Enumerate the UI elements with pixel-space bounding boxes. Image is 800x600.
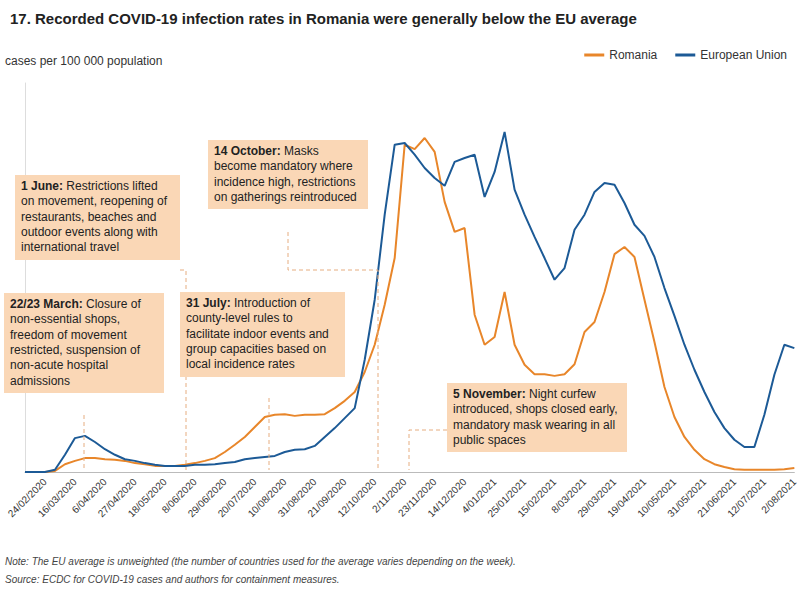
svg-text:8/03/2021: 8/03/2021 — [549, 476, 589, 516]
svg-text:14/12/2020: 14/12/2020 — [425, 476, 468, 519]
svg-text:Source: ECDC for COVID-19 case: Source: ECDC for COVID-19 cases and auth… — [5, 574, 340, 585]
svg-text:6/04/2020: 6/04/2020 — [69, 476, 109, 516]
html-text:5 November: Night curfew intro: 5 November: Night curfew introduced, sho… — [453, 387, 618, 448]
svg-text:European Union: European Union — [700, 48, 787, 62]
html-text:14 October: Masks become manda: 14 October: Masks become mandatory where… — [214, 144, 357, 205]
svg-text:Note: The EU average is unweig: Note: The EU average is unweighted (the … — [5, 556, 516, 567]
svg-text:29/06/2020: 29/06/2020 — [185, 476, 229, 520]
svg-text:8/06/2020: 8/06/2020 — [159, 476, 199, 516]
svg-text:23/11/2020: 23/11/2020 — [395, 476, 439, 519]
svg-text:12/07/2021: 12/07/2021 — [725, 476, 768, 519]
html-text:22/23 March: Closure of non-es: 22/23 March: Closure of non-essential sh… — [10, 297, 141, 388]
svg-text:12/10/2020: 12/10/2020 — [335, 476, 378, 519]
svg-text:2/11/2020: 2/11/2020 — [369, 476, 409, 515]
html-text:1 June: Restrictions lifted on: 1 June: Restrictions lifted on movement,… — [21, 179, 168, 255]
svg-text:4/01/2021: 4/01/2021 — [459, 476, 499, 516]
svg-text:2/08/2021: 2/08/2021 — [759, 476, 799, 516]
svg-text:cases per 100 000 population: cases per 100 000 population — [5, 54, 162, 68]
svg-text:19/04/2021: 19/04/2021 — [605, 476, 649, 520]
svg-text:16/03/2020: 16/03/2020 — [36, 476, 79, 519]
svg-text:21/09/2020: 21/09/2020 — [305, 476, 349, 520]
svg-text:18/05/2020: 18/05/2020 — [126, 476, 169, 519]
svg-text:17. Recorded COVID-19 infectio: 17. Recorded COVID-19 infection rates in… — [10, 10, 637, 27]
svg-text:10/08/2020: 10/08/2020 — [245, 476, 289, 520]
svg-text:29/03/2021: 29/03/2021 — [575, 476, 619, 520]
html-text:31 July: Introduction of count: 31 July: Introduction of county-level ru… — [186, 296, 329, 372]
svg-text:21/06/2021: 21/06/2021 — [695, 476, 739, 520]
svg-text:31/05/2021: 31/05/2021 — [665, 476, 709, 520]
svg-text:15/02/2021: 15/02/2021 — [515, 476, 558, 519]
svg-text:25/01/2021: 25/01/2021 — [485, 476, 529, 520]
svg-text:Romania: Romania — [609, 48, 657, 62]
svg-text:10/05/2021: 10/05/2021 — [635, 476, 679, 520]
svg-text:24/02/2020: 24/02/2020 — [5, 476, 49, 520]
svg-text:31/08/2020: 31/08/2020 — [275, 476, 319, 520]
svg-text:20/07/2020: 20/07/2020 — [215, 476, 259, 520]
svg-text:27/04/2020: 27/04/2020 — [95, 476, 139, 520]
